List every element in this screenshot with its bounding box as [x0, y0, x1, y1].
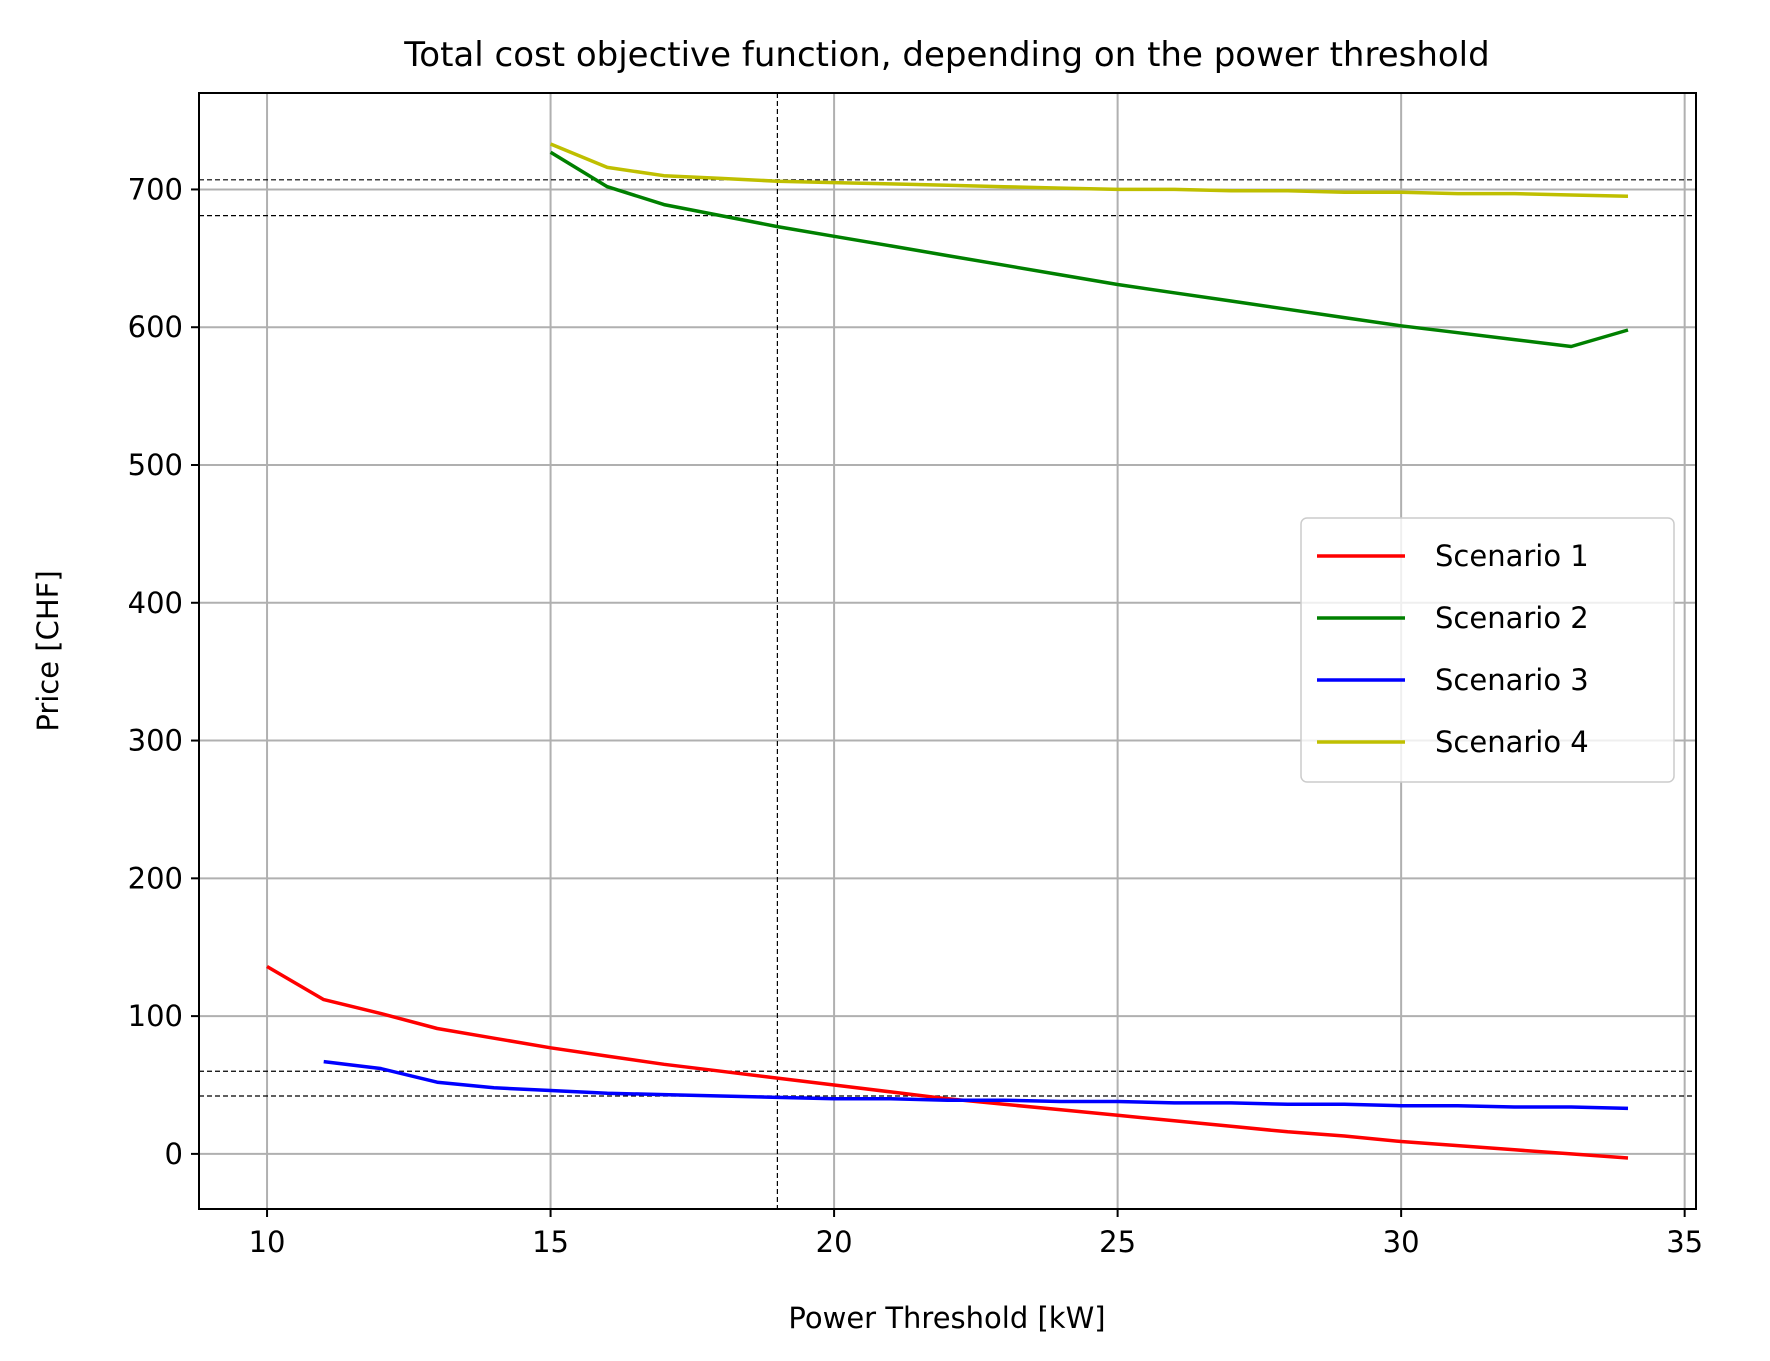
x-tick-label: 25 [1099, 1225, 1136, 1259]
x-axis-label: Power Threshold [kW] [788, 1301, 1105, 1335]
legend: Scenario 1 Scenario 2 Scenario 3 Scenario 4 [1300, 517, 1675, 783]
legend-label-scenario-2: Scenario 2 [1435, 601, 1589, 635]
legend-label-scenario-4: Scenario 4 [1435, 725, 1589, 759]
y-tick-label: 400 [128, 586, 183, 620]
series-group [266, 142, 1629, 1160]
y-axis-label: Price [CHF] [31, 570, 65, 731]
y-tick-label: 500 [128, 448, 183, 482]
plot-frame [198, 92, 1697, 1210]
legend-label-scenario-1: Scenario 1 [1435, 539, 1589, 573]
x-tick-label: 35 [1666, 1225, 1703, 1259]
chart-title: Total cost objective function, depending… [403, 35, 1489, 75]
y-tick-label: 0 [165, 1137, 183, 1171]
x-tick-label: 30 [1383, 1225, 1420, 1259]
series-line-scenario-3 [323, 1059, 1629, 1111]
series-line-scenario-1 [266, 964, 1629, 1160]
series-line-scenario-4 [549, 142, 1629, 199]
y-tick-label: 100 [128, 999, 183, 1033]
series-line-scenario-2 [549, 150, 1629, 349]
y-tick-label: 300 [128, 724, 183, 758]
y-tick-label: 200 [128, 861, 183, 895]
reference-lines [199, 93, 1696, 1209]
x-tick-label: 20 [816, 1225, 853, 1259]
y-tick-label: 700 [128, 172, 183, 206]
x-tick-label: 15 [532, 1225, 569, 1259]
legend-frame [1300, 517, 1675, 783]
x-tick-label: 10 [249, 1225, 286, 1259]
y-axis-ticks: 0 100 200 300 400 500 600 700 [128, 172, 199, 1171]
legend-label-scenario-3: Scenario 3 [1435, 663, 1589, 697]
y-tick-label: 600 [128, 310, 183, 344]
x-axis-ticks: 10 15 20 25 30 35 [249, 1209, 1703, 1259]
